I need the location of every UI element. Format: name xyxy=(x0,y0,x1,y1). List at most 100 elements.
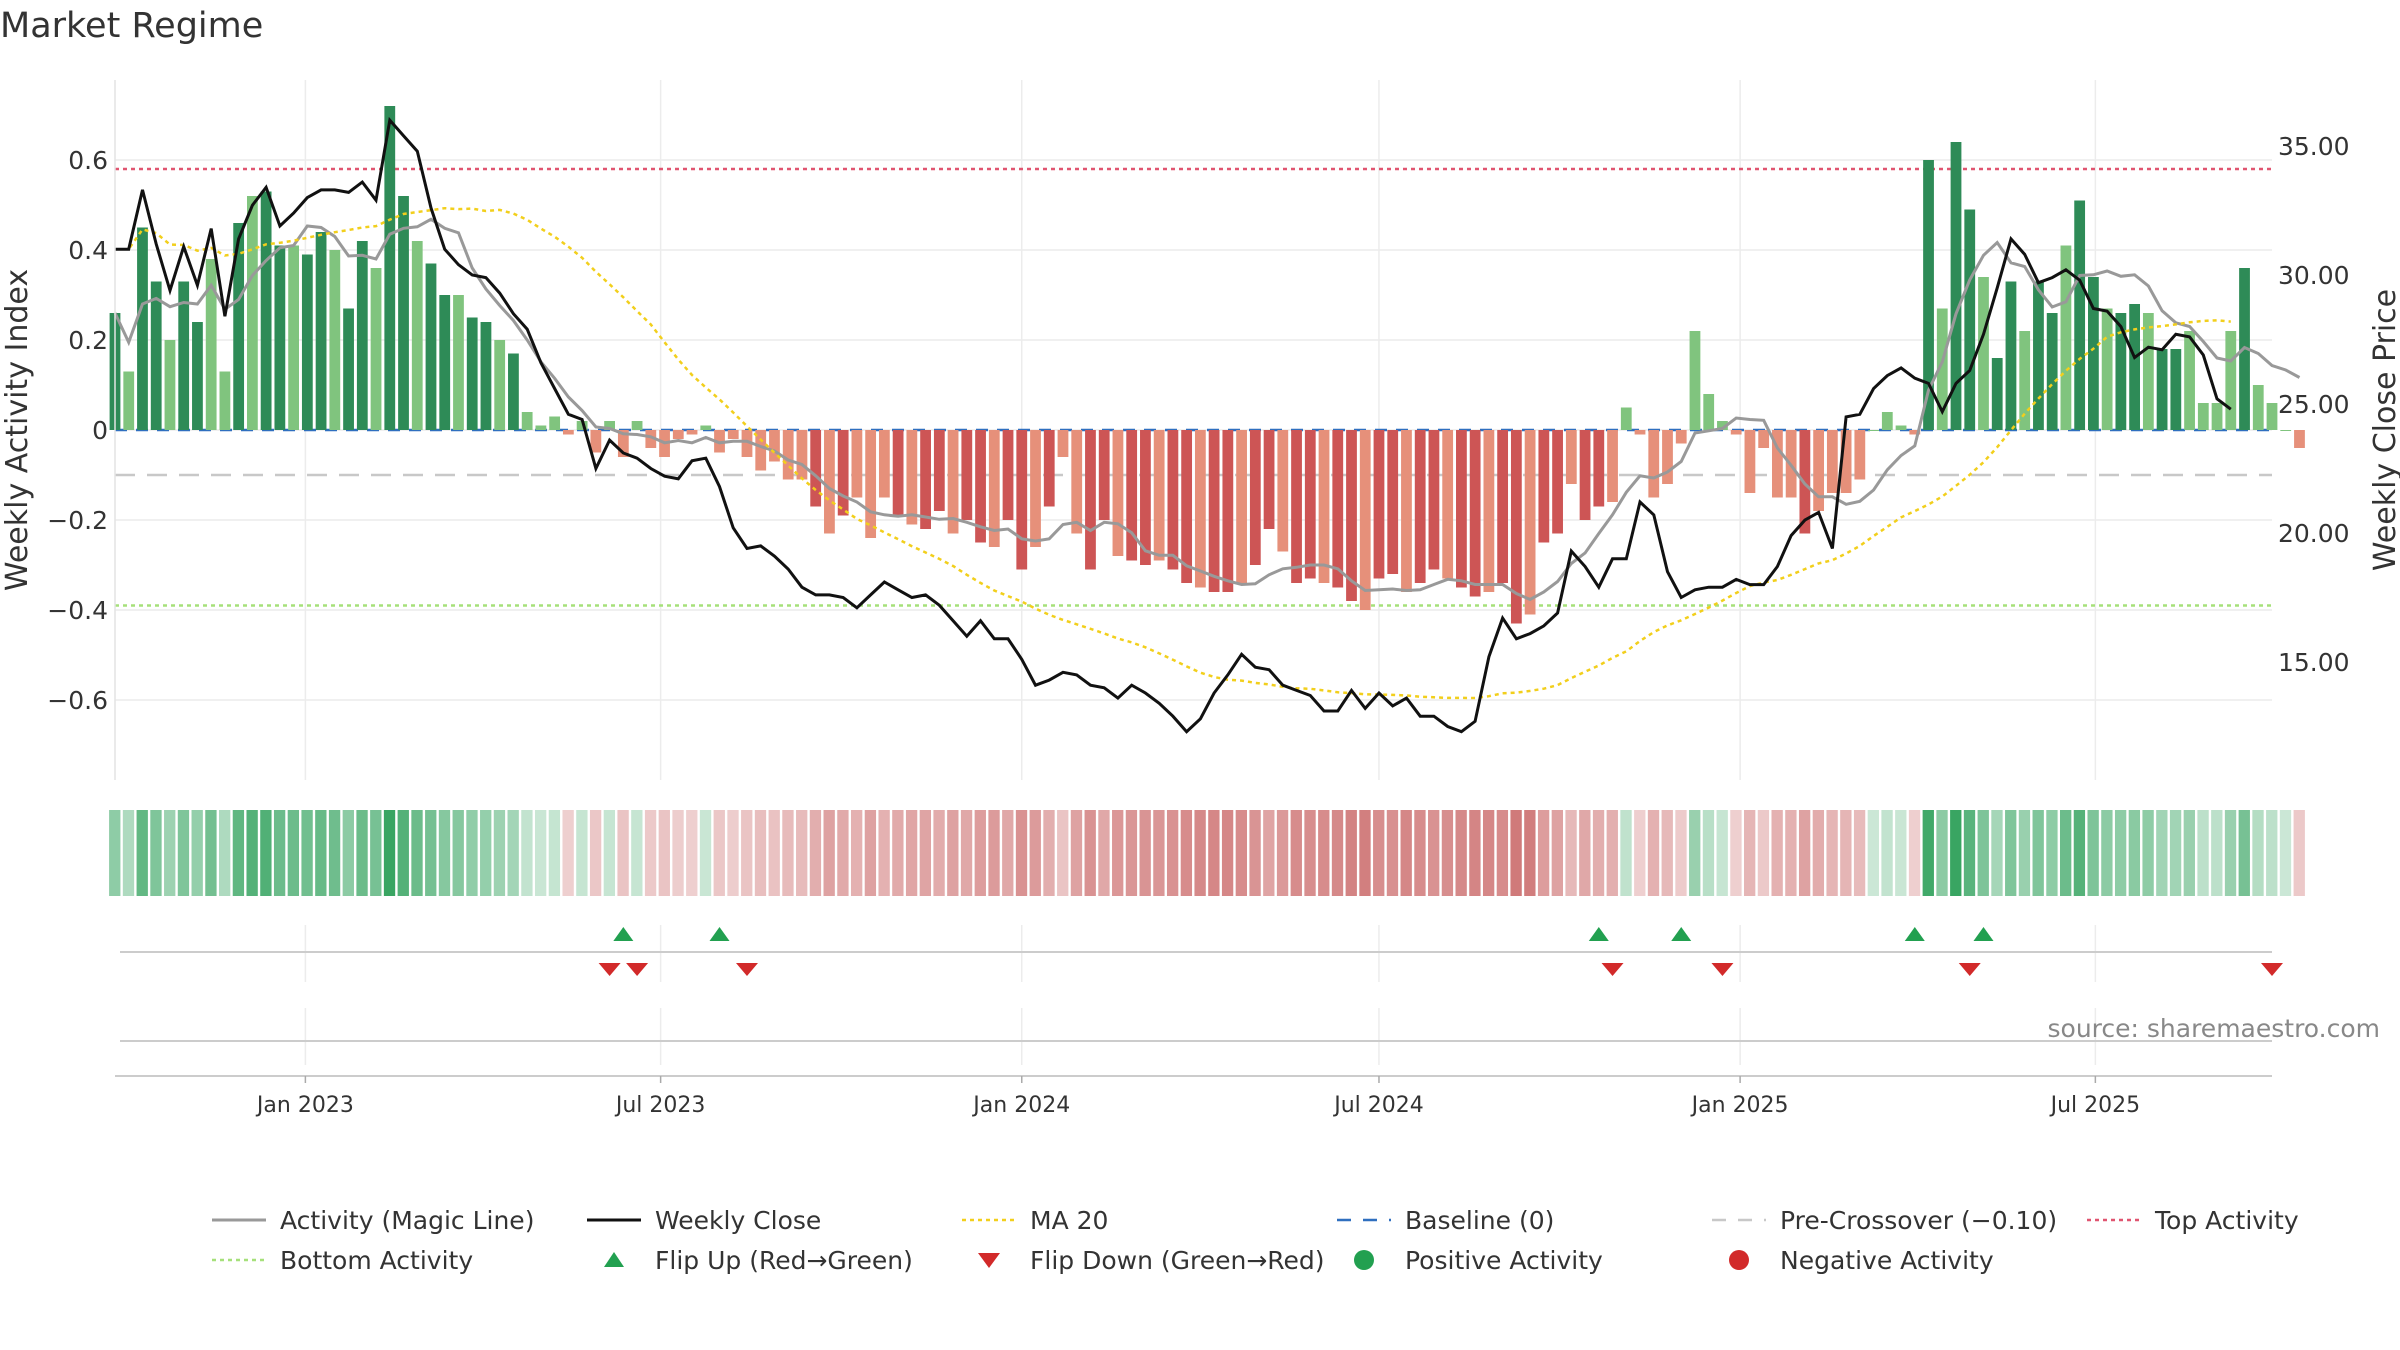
activity-bar xyxy=(260,191,272,430)
regime-cell xyxy=(1895,810,1907,896)
activity-bar xyxy=(1497,430,1509,583)
activity-bar xyxy=(2211,403,2223,430)
activity-bar xyxy=(2129,304,2141,430)
activity-bar xyxy=(1181,430,1193,583)
regime-cell xyxy=(2224,810,2237,896)
regime-cell xyxy=(768,810,780,896)
regime-cell xyxy=(1469,810,1481,896)
regime-cell xyxy=(988,810,1000,896)
regime-cell xyxy=(1606,810,1618,896)
right-tick-label: 30.00 xyxy=(2278,261,2350,290)
regime-cell xyxy=(686,810,698,896)
regime-cell xyxy=(411,810,423,896)
activity-bar xyxy=(906,430,918,525)
regime-cell xyxy=(1702,810,1715,896)
activity-bar xyxy=(1538,430,1550,543)
regime-cell xyxy=(2128,810,2141,896)
regime-cell xyxy=(1977,810,1989,896)
activity-bar xyxy=(1043,430,1055,507)
activity-bar xyxy=(920,430,931,529)
regime-cell xyxy=(1373,810,1385,896)
left-tick-label: 0 xyxy=(92,416,108,445)
legend-item-bottom: Bottom Activity xyxy=(210,1245,585,1275)
activity-bar xyxy=(1689,331,1701,430)
regime-cell xyxy=(782,810,794,896)
activity-bar xyxy=(1071,430,1083,534)
regime-cell xyxy=(974,810,986,896)
regime-cell xyxy=(2183,810,2195,896)
regime-cell xyxy=(1661,810,1673,896)
regime-cell xyxy=(1950,810,1962,896)
regime-cell xyxy=(2032,810,2044,896)
activity-bar xyxy=(1153,430,1165,561)
regime-cell xyxy=(1867,810,1879,896)
flip-down-marker xyxy=(1601,963,1624,976)
regime-cell xyxy=(1853,810,1866,896)
activity-bar xyxy=(975,430,986,543)
regime-cell xyxy=(1153,810,1165,896)
activity-bar xyxy=(425,263,437,430)
regime-cell xyxy=(1194,810,1206,896)
left-tick-label: −0.4 xyxy=(47,596,108,625)
left-tick-label: 0.4 xyxy=(68,236,108,265)
regime-cell xyxy=(1510,810,1522,896)
regime-cell xyxy=(1798,810,1811,896)
regime-cell xyxy=(109,810,121,896)
activity-bar xyxy=(1991,358,2003,430)
regime-cell xyxy=(1496,810,1509,896)
regime-cell xyxy=(754,810,767,896)
regime-cell xyxy=(466,810,478,896)
legend-item-flipup: Flip Up (Red→Green) xyxy=(585,1245,960,1275)
flip-markers xyxy=(120,927,2283,1042)
regime-cell xyxy=(1757,810,1770,896)
activity-bar xyxy=(1208,430,1220,592)
axes: 0.6 0.4 0.2 0 −0.2 −0.4 −0.6 Weekly Activity In… xyxy=(0,80,2400,1118)
activity-bar xyxy=(1730,430,1742,435)
activity-bar xyxy=(1442,430,1454,579)
regime-cell xyxy=(796,810,808,896)
activity-bar xyxy=(562,430,574,435)
regime-cell xyxy=(246,810,258,896)
legend-label: Weekly Close xyxy=(655,1205,822,1235)
activity-bar xyxy=(2184,331,2195,430)
regime-cell xyxy=(1922,810,1934,896)
regime-cell xyxy=(2005,810,2017,896)
activity-bar xyxy=(535,425,547,430)
activity-bar xyxy=(1593,430,1605,507)
legend: Activity (Magic Line) Weekly Close MA 20 Ba… xyxy=(210,1205,2360,1275)
activity-bar xyxy=(1359,430,1371,610)
regime-cell xyxy=(850,810,863,896)
regime-cell xyxy=(1689,810,1701,896)
line-green-dotted-icon xyxy=(210,1245,268,1275)
regime-cell xyxy=(2060,810,2072,896)
regime-cell xyxy=(218,810,231,896)
x-tick-label: Jul 2023 xyxy=(614,1093,706,1118)
activity-bar xyxy=(1263,430,1275,529)
regime-cell xyxy=(617,810,629,896)
regime-cell xyxy=(521,810,533,896)
activity-bar xyxy=(1057,430,1069,457)
activity-bar xyxy=(576,421,588,430)
regime-cell xyxy=(383,810,396,896)
activity-bar xyxy=(123,371,135,430)
activity-bar xyxy=(1881,412,1893,430)
activity-bar xyxy=(2266,403,2278,430)
activity-bar xyxy=(508,353,519,430)
regime-cell xyxy=(1826,810,1838,896)
activity-bar xyxy=(164,340,176,430)
regime-cell xyxy=(947,810,959,896)
activity-bar xyxy=(604,421,615,430)
regime-cell xyxy=(493,810,506,896)
legend-label: Flip Up (Red→Green) xyxy=(655,1245,913,1275)
regime-cell xyxy=(1771,810,1783,896)
regime-cell xyxy=(1098,810,1110,896)
activity-bar xyxy=(1291,430,1302,583)
regime-cell xyxy=(1744,810,1756,896)
regime-cell xyxy=(1441,810,1454,896)
legend-item-close: Weekly Close xyxy=(585,1205,960,1235)
flip-down-marker xyxy=(1711,963,1734,976)
activity-bar xyxy=(851,430,863,498)
legend-label: Baseline (0) xyxy=(1405,1205,1555,1235)
activity-bar xyxy=(1236,430,1247,583)
activity-bar xyxy=(1401,430,1412,592)
